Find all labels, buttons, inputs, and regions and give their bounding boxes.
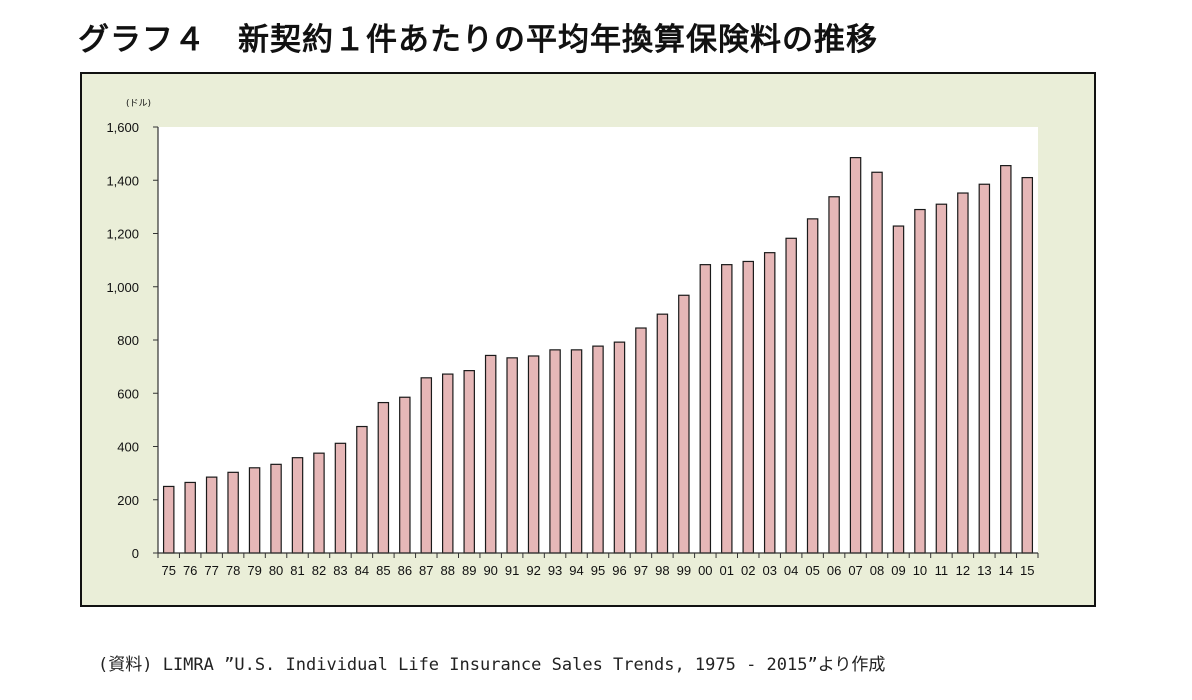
bar-91 — [506, 357, 518, 554]
bar-83 — [334, 442, 347, 554]
x-tick-label-93: 93 — [548, 563, 562, 578]
bar-05 — [806, 218, 819, 554]
source-note: (資料) LIMRA ”U.S. Individual Life Insuran… — [98, 655, 886, 675]
bar-95 — [592, 345, 604, 554]
bar-89 — [463, 370, 475, 554]
x-tick-label-94: 94 — [569, 563, 583, 578]
x-tick-label-03: 03 — [762, 563, 776, 578]
bar-77 — [205, 476, 218, 554]
x-tick-label-96: 96 — [612, 563, 626, 578]
bar-80 — [270, 463, 282, 554]
bar-84 — [356, 425, 368, 554]
x-tick-label-99: 99 — [677, 563, 691, 578]
x-ticks-group: 75 76 77 78 79 80 81 82 83 84 85 86 87 88 89 90 91 92 93 94… — [161, 563, 1034, 578]
x-tick-label-12: 12 — [956, 563, 970, 578]
bar-13 — [978, 183, 991, 554]
bar-79 — [248, 467, 261, 554]
x-tick-label-07: 07 — [848, 563, 862, 578]
x-tick-label-15: 15 — [1020, 563, 1034, 578]
bar-07 — [849, 157, 862, 554]
x-tick-label-81: 81 — [290, 563, 304, 578]
x-tick-label-86: 86 — [398, 563, 412, 578]
y-tick-label-800: 800 — [117, 333, 139, 348]
bar-00 — [699, 264, 712, 554]
bar-92 — [527, 355, 540, 554]
x-tick-label-78: 78 — [226, 563, 240, 578]
bar-09 — [892, 225, 905, 554]
bar-90 — [484, 354, 497, 554]
x-tick-label-04: 04 — [784, 563, 798, 578]
x-tick-label-75: 75 — [161, 563, 175, 578]
x-tick-label-14: 14 — [999, 563, 1013, 578]
bar-10 — [914, 208, 926, 554]
x-tick-label-10: 10 — [913, 563, 927, 578]
bar-85 — [377, 401, 390, 554]
y-tick-label-400: 400 — [117, 440, 139, 455]
bar-11 — [935, 203, 948, 554]
x-tick-label-08: 08 — [870, 563, 884, 578]
bar-76 — [184, 481, 196, 554]
bar-93 — [549, 349, 561, 554]
bar-87 — [420, 377, 433, 554]
y-tick-label-1000: 1,000 — [106, 280, 139, 295]
bar-03 — [763, 252, 776, 554]
bar-97 — [635, 327, 647, 554]
x-tick-label-85: 85 — [376, 563, 390, 578]
x-tick-label-01: 01 — [720, 563, 734, 578]
bar-12 — [957, 192, 969, 554]
x-tick-label-09: 09 — [891, 563, 905, 578]
bar-88 — [442, 373, 454, 554]
bar-04 — [785, 237, 797, 554]
bar-15 — [1021, 176, 1034, 554]
y-ticks-group: 0 200 400 600 800 1,000 1,200 1,400 1,600 — [106, 120, 158, 561]
y-tick-label-1400: 1,400 — [106, 173, 139, 188]
bar-06 — [828, 196, 840, 554]
x-tick-label-89: 89 — [462, 563, 476, 578]
y-tick-label-1200: 1,200 — [106, 227, 139, 242]
y-tick-label-600: 600 — [117, 386, 139, 401]
y-tick-label-200: 200 — [117, 493, 139, 508]
x-tick-label-11: 11 — [935, 563, 949, 578]
y-tick-label-1600: 1,600 — [106, 120, 139, 135]
x-tick-label-87: 87 — [419, 563, 433, 578]
chart-frame: 0 200 400 600 800 1,000 1,200 1,400 1,600 75 76 77… — [80, 72, 1096, 607]
x-tick-label-02: 02 — [741, 563, 755, 578]
bar-98 — [656, 313, 669, 554]
x-tick-label-92: 92 — [526, 563, 540, 578]
bar-01 — [721, 264, 733, 554]
x-tick-label-91: 91 — [505, 563, 519, 578]
bar-75 — [162, 485, 175, 554]
x-tick-label-79: 79 — [247, 563, 261, 578]
bar-86 — [399, 396, 411, 554]
x-tick-label-82: 82 — [312, 563, 326, 578]
x-tick-label-84: 84 — [355, 563, 369, 578]
bar-78 — [227, 471, 239, 554]
bar-08 — [871, 171, 883, 554]
x-tick-label-13: 13 — [977, 563, 991, 578]
x-tick-label-83: 83 — [333, 563, 347, 578]
x-tick-label-76: 76 — [183, 563, 197, 578]
bar-96 — [613, 341, 626, 554]
y-tick-label-0: 0 — [132, 546, 139, 561]
x-tick-label-97: 97 — [634, 563, 648, 578]
x-tick-label-90: 90 — [483, 563, 497, 578]
x-tick-label-98: 98 — [655, 563, 669, 578]
y-axis-unit: (ドル) — [126, 99, 151, 109]
x-tick-label-77: 77 — [204, 563, 218, 578]
x-tick-label-06: 06 — [827, 563, 841, 578]
bar-14 — [1000, 165, 1012, 554]
x-tick-label-88: 88 — [441, 563, 455, 578]
bar-02 — [742, 260, 754, 554]
x-tick-label-00: 00 — [698, 563, 712, 578]
chart-title: グラフ４ 新契約１件あたりの平均年換算保険料の推移 — [78, 22, 878, 58]
bar-81 — [291, 457, 304, 554]
bar-94 — [570, 349, 583, 554]
bar-82 — [313, 452, 325, 554]
x-tick-label-05: 05 — [805, 563, 819, 578]
bar-99 — [678, 294, 690, 554]
x-tick-label-80: 80 — [269, 563, 283, 578]
x-tick-label-95: 95 — [591, 563, 605, 578]
